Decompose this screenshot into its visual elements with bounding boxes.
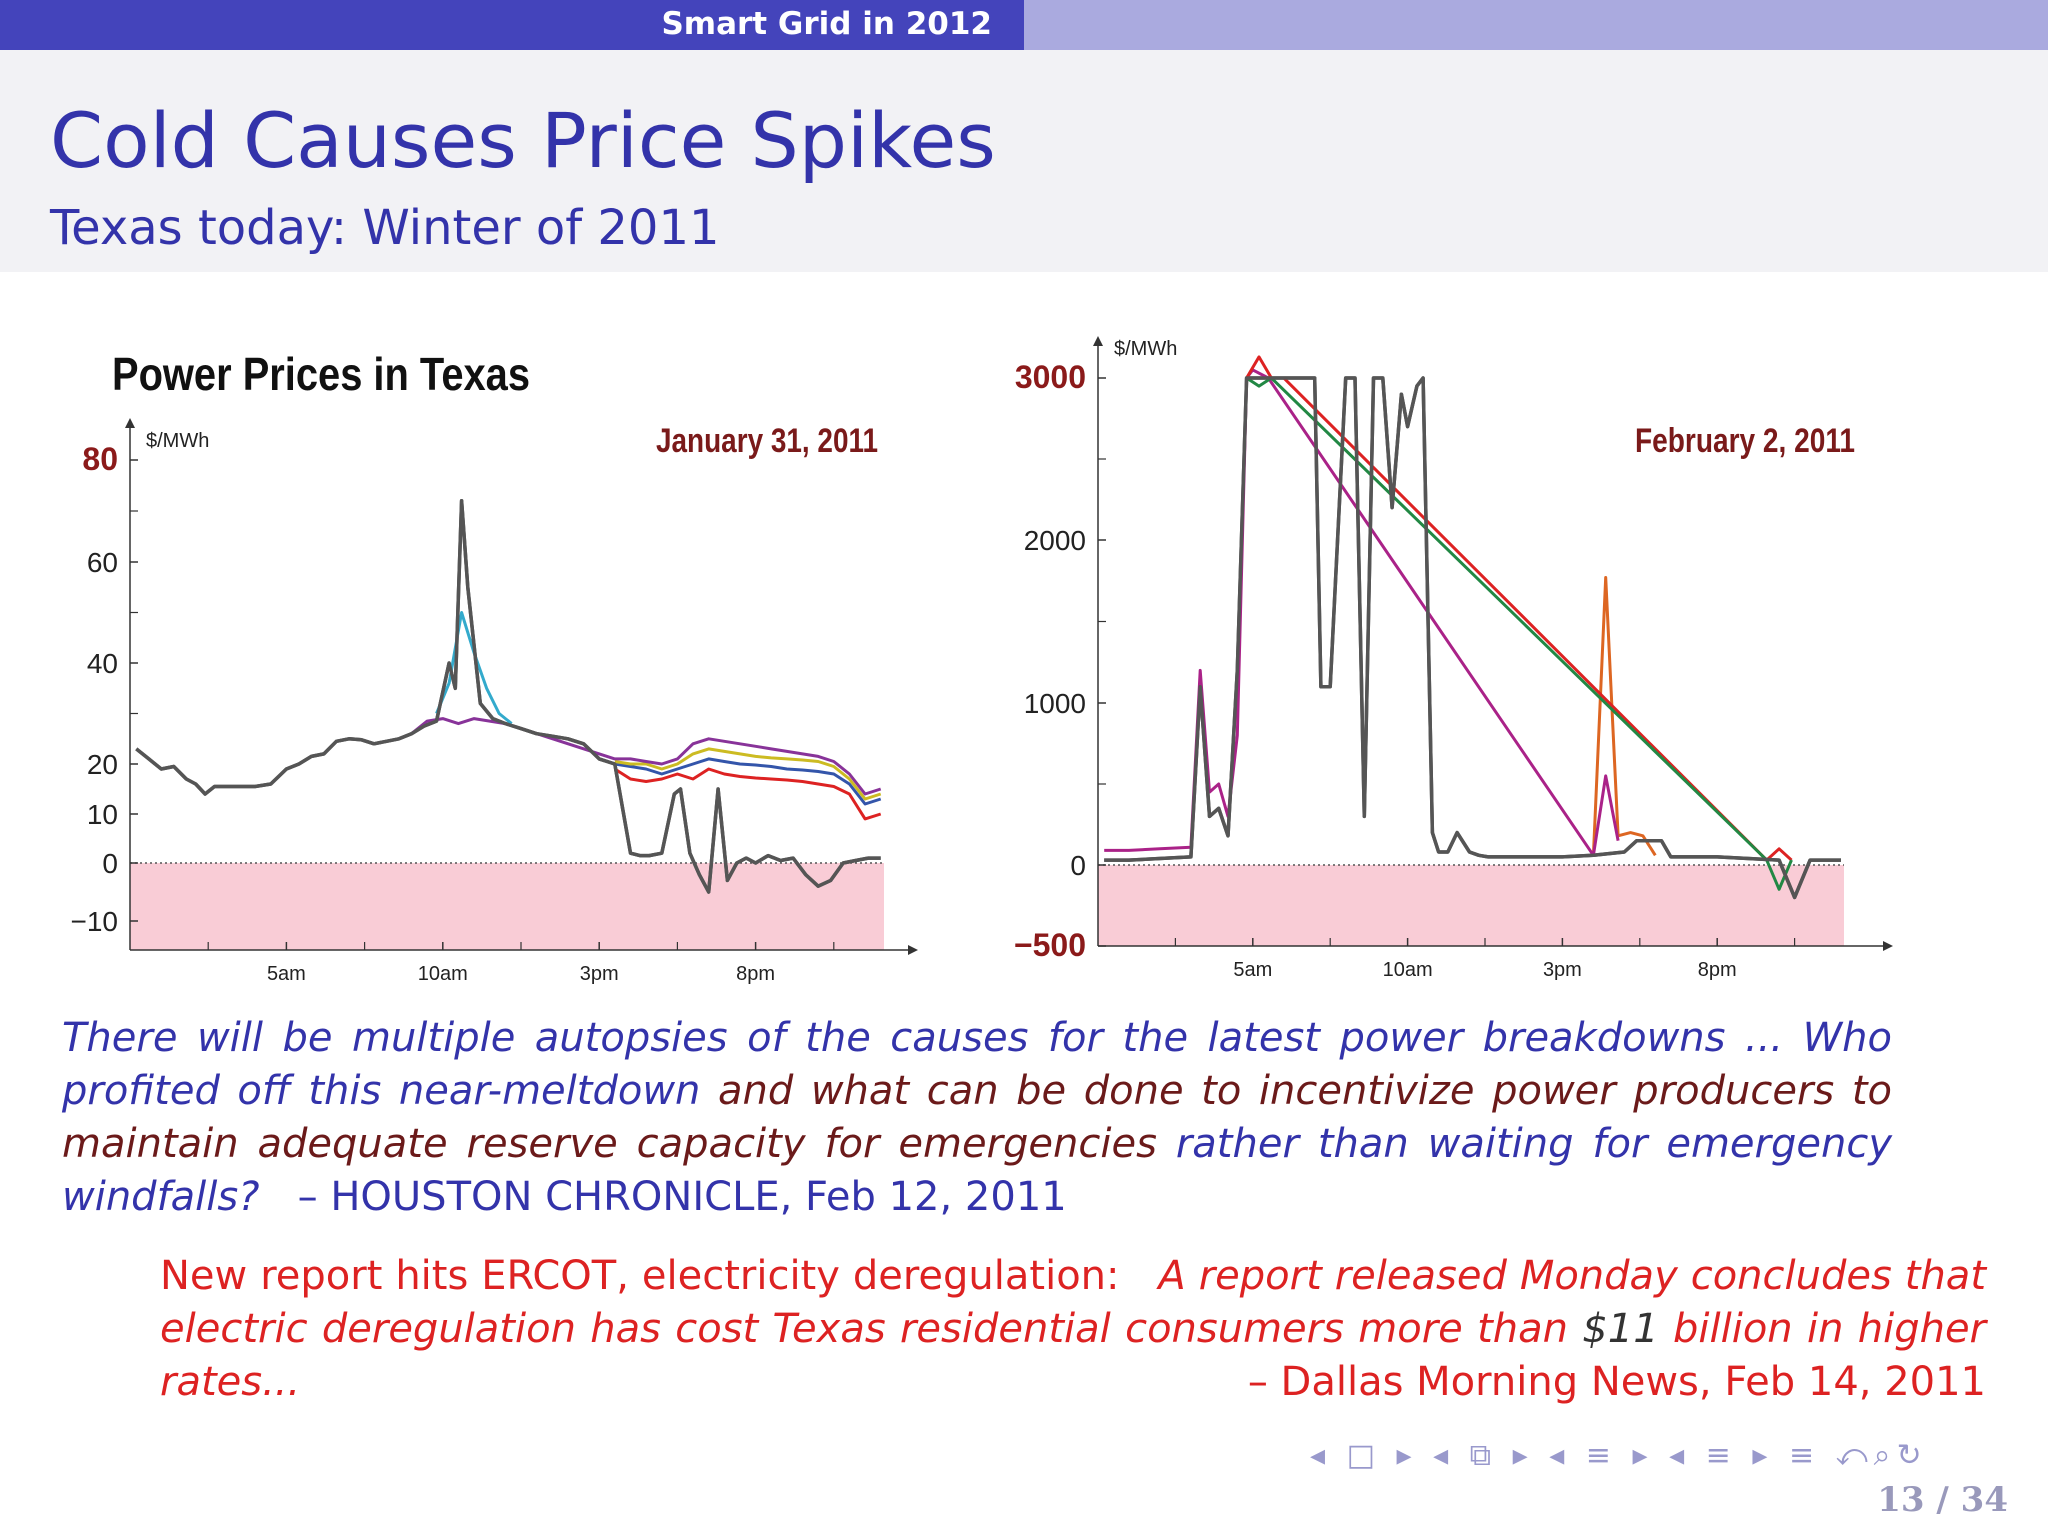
chart-feb-2: −500 0 1000 2000 3000 5am 10am 3pm 8pm $/MWh Febru… <box>1014 336 1893 981</box>
y-tick-label: 60 <box>87 547 118 578</box>
chart-date-label: January 31, 2011 <box>656 422 878 460</box>
negative-price-region <box>130 863 884 950</box>
y-axis-arrow <box>1093 336 1103 346</box>
y-unit-label: $/MWh <box>146 430 209 452</box>
quote2-body2: billion in higher rates... <box>160 1306 1987 1405</box>
price-series-line <box>410 717 882 796</box>
x-tick-label: 5am <box>1233 959 1272 981</box>
quote1-part2: and what can be done to incentivize powe… <box>62 1068 1892 1167</box>
price-series-line <box>614 757 882 806</box>
price-series-line <box>1245 376 1793 891</box>
x-tick-label: 10am <box>418 963 468 985</box>
y-axis-arrow <box>125 418 135 428</box>
x-axis-arrow <box>1883 941 1893 951</box>
chart-date-label: February 2, 2011 <box>1635 422 1855 460</box>
x-tick-label: 8pm <box>1698 959 1737 981</box>
y-tick-label: 40 <box>87 648 118 679</box>
y-tick-label: 3000 <box>1015 359 1086 395</box>
beamer-navigation-symbols[interactable]: ◂ □ ▸ ◂ ⧉ ▸ ◂ ≡ ▸ ◂ ≡ ▸ ≡ ⤺⌕↻ <box>1310 1438 1928 1473</box>
headline-section-left: Smart Grid in 2012 <box>0 0 1024 50</box>
beamer-headline-bar: Smart Grid in 2012 <box>0 0 2048 50</box>
x-tick-label: 8pm <box>736 963 775 985</box>
y-tick-label: 80 <box>82 441 118 477</box>
chart-title: Power Prices in Texas <box>112 348 530 400</box>
price-series-line <box>614 747 882 801</box>
quote2-body1: A report released Monday concludes that … <box>160 1253 1986 1352</box>
slide-title: Cold Causes Price Spikes <box>50 96 996 185</box>
price-series-line-main <box>1104 376 1841 900</box>
x-tick-label: 10am <box>1383 959 1433 981</box>
page-number: 13 / 34 <box>1877 1480 2008 1520</box>
x-tick-label: 5am <box>267 963 306 985</box>
x-tick-label: 3pm <box>580 963 619 985</box>
quote1-part3: rather than waiting for emergency windfa… <box>62 1121 1893 1220</box>
chart-jan-31: −10 0 10 20 40 60 80 5am 10am 3pm 8pm $/MWh Power Pr… <box>71 348 918 985</box>
price-series-line <box>613 767 882 821</box>
y-tick-label: 0 <box>102 848 118 879</box>
quote2-lead: New report hits ERCOT, electricity dereg… <box>160 1253 1120 1299</box>
quote1-source: HOUSTON CHRONICLE, Feb 12, 2011 <box>330 1174 1067 1220</box>
quote2-amount: $11 <box>1582 1306 1659 1352</box>
negative-price-region <box>1098 865 1844 946</box>
y-tick-label: −500 <box>1014 927 1086 963</box>
y-tick-label: 1000 <box>1024 688 1086 719</box>
slide-subtitle: Texas today: Winter of 2011 <box>50 200 720 256</box>
y-tick-label: 20 <box>87 749 118 780</box>
x-axis-arrow <box>908 945 918 955</box>
frame-title-box: Cold Causes Price Spikes Texas today: Wi… <box>0 50 2048 272</box>
y-tick-label: 2000 <box>1024 525 1086 556</box>
price-series-line <box>135 499 881 894</box>
y-tick-label: −10 <box>71 906 119 937</box>
x-tick-label: 3pm <box>1543 959 1582 981</box>
charts-area: −10 0 10 20 40 60 80 5am 10am 3pm 8pm $/MWh Power Pr… <box>0 290 2048 1010</box>
price-series-line-main <box>135 499 881 894</box>
dallas-news-quote: New report hits ERCOT, electricity dereg… <box>160 1250 1986 1409</box>
y-unit-label: $/MWh <box>1114 338 1177 360</box>
quote1-dash: – <box>297 1174 318 1220</box>
section-title[interactable]: Smart Grid in 2012 <box>661 6 992 42</box>
quote1-part1: There will be multiple autopsies of the … <box>62 1015 1892 1114</box>
quote2-source: – Dallas Morning News, Feb 14, 2011 <box>1247 1359 1986 1405</box>
houston-chronicle-quote: There will be multiple autopsies of the … <box>62 1012 1892 1224</box>
y-tick-label: 10 <box>87 799 118 830</box>
y-tick-label: 0 <box>1070 850 1086 881</box>
